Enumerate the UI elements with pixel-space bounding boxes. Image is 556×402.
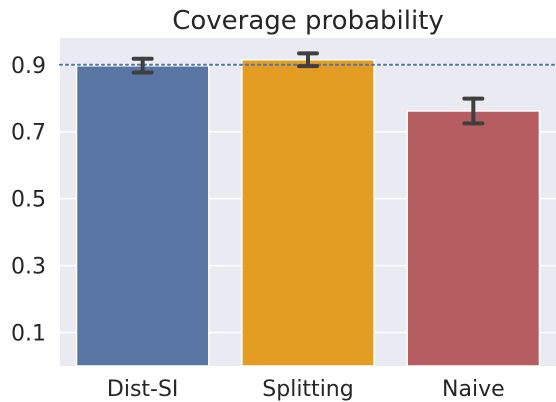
x-tick-labels: Dist-SI Splitting Naive: [107, 377, 505, 402]
error-bars: [131, 51, 485, 126]
error-bar: [297, 51, 319, 69]
y-tick-label: 0.9: [11, 54, 46, 79]
bars: [75, 59, 541, 367]
y-tick-label: 0.5: [11, 188, 46, 213]
y-tick-label: 0.1: [11, 322, 46, 347]
bar-naive: [406, 110, 541, 367]
x-tick-label: Splitting: [262, 377, 353, 402]
y-tick-label: 0.7: [11, 121, 46, 146]
x-tick-label: Dist-SI: [107, 377, 179, 402]
chart-title: Coverage probability: [172, 6, 444, 36]
bar-splitting: [241, 59, 375, 367]
error-bar: [131, 56, 154, 75]
y-tick-labels: 0.1 0.3 0.5 0.7 0.9: [11, 54, 46, 347]
bar-dist-si: [75, 65, 210, 367]
y-tick-label: 0.3: [11, 255, 46, 280]
error-bar: [462, 96, 485, 126]
x-tick-label: Naive: [442, 377, 505, 402]
